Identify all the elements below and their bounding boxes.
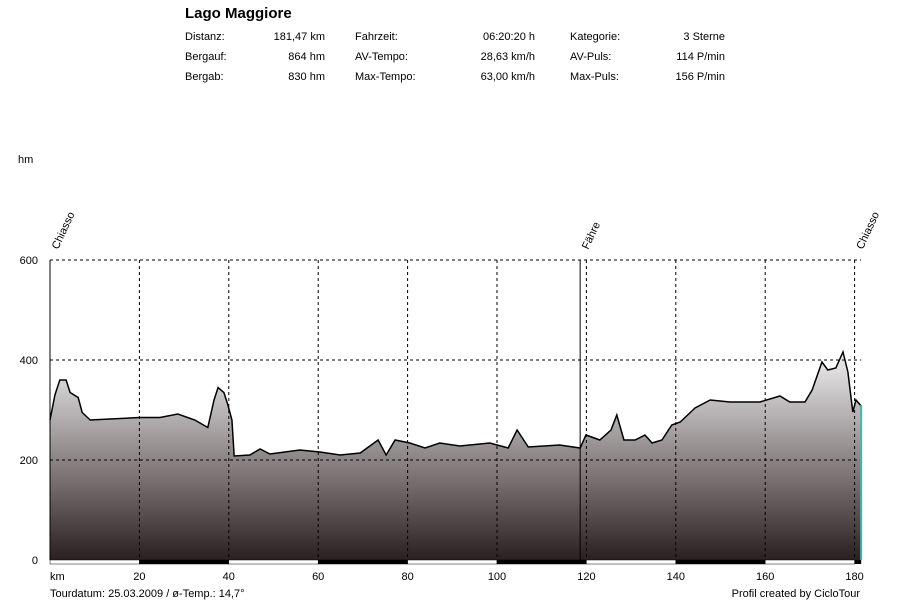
- stat-value: 3 Sterne: [683, 31, 725, 43]
- x-tick-label: 100: [488, 571, 506, 583]
- stat-value: 181,47 km: [273, 31, 325, 43]
- footer-tour-info: Tourdatum: 25.03.2009 / ø-Temp.: 14,7°: [50, 588, 245, 600]
- km-scale-segment: [854, 560, 862, 564]
- elevation-line: [49, 349, 862, 457]
- x-axis-label: km: [50, 571, 65, 583]
- stat-label: Max-Tempo:: [355, 71, 416, 83]
- stat-label: Distanz:: [185, 31, 225, 43]
- stat-label: Fahrzeit:: [355, 31, 398, 43]
- km-scale-segment: [49, 559, 140, 565]
- x-tick-label: 40: [223, 571, 235, 583]
- stat-value: 830 hm: [288, 71, 325, 83]
- footer-credit: Profil created by CicloTour: [732, 588, 861, 600]
- stat-value: 114 P/min: [676, 51, 725, 63]
- km-scale-segment: [407, 559, 498, 565]
- stat-label: AV-Tempo:: [355, 51, 408, 63]
- y-tick-label: 600: [20, 255, 38, 267]
- x-tick-label: 160: [756, 571, 774, 583]
- km-scale-segment: [764, 559, 855, 565]
- x-tick-label: 140: [667, 571, 685, 583]
- km-scale-segment: [586, 559, 677, 565]
- waypoint-label: Fähre: [580, 220, 603, 251]
- km-scale-segment: [228, 559, 319, 565]
- stat-label: Bergab:: [185, 71, 224, 83]
- km-scale-segment: [496, 559, 587, 565]
- y-tick-label: 400: [20, 355, 38, 367]
- stat-label: Bergauf:: [185, 51, 227, 63]
- tour-title: Lago Maggiore: [185, 5, 292, 22]
- waypoint-label: Chiasso: [50, 210, 78, 251]
- waypoint-label: Chiasso: [854, 210, 882, 251]
- stat-label: Kategorie:: [570, 31, 621, 43]
- x-tick-label: 20: [133, 571, 145, 583]
- stat-value: 156 P/min: [675, 71, 725, 83]
- km-scale-segment: [675, 559, 766, 565]
- km-scale-segment: [139, 559, 230, 565]
- y-tick-label: 200: [20, 455, 38, 467]
- x-tick-label: 180: [845, 571, 863, 583]
- y-axis-label: hm: [18, 154, 33, 166]
- stat-value: 06:20:20 h: [483, 31, 535, 43]
- stat-label: AV-Puls:: [570, 51, 612, 63]
- stat-label: Max-Puls:: [570, 71, 619, 83]
- x-tick-label: 80: [401, 571, 413, 583]
- stat-value: 63,00 km/h: [480, 71, 535, 83]
- elevation-area: [50, 352, 862, 560]
- km-scale-segment: [317, 559, 408, 565]
- x-tick-label: 60: [312, 571, 324, 583]
- y-tick-label: 0: [32, 555, 38, 567]
- stat-value: 28,63 km/h: [480, 51, 535, 63]
- x-tick-label: 120: [577, 571, 595, 583]
- stat-value: 864 hm: [288, 51, 325, 63]
